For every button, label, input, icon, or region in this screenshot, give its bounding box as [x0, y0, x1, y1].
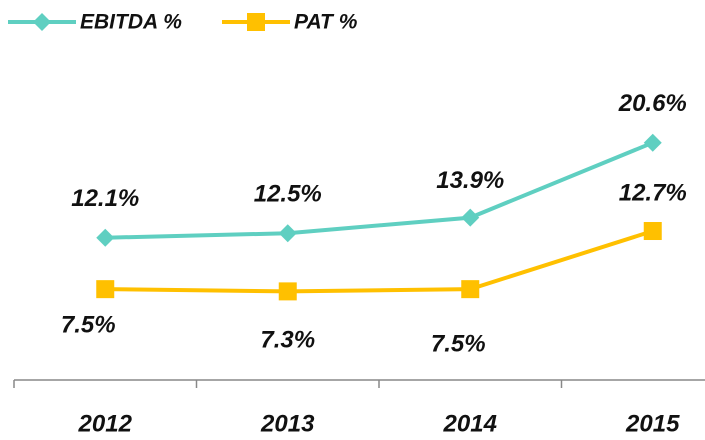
legend-label: PAT % — [294, 11, 358, 34]
data-label: 7.5% — [431, 330, 486, 357]
x-tick-label: 2015 — [625, 410, 680, 437]
marker — [278, 224, 297, 243]
marker — [643, 133, 662, 152]
marker — [461, 208, 480, 227]
line — [105, 229, 654, 294]
data-label: 7.3% — [260, 327, 315, 354]
marker — [278, 282, 297, 301]
data-label: 12.7% — [619, 179, 687, 206]
data-label: 12.1% — [71, 185, 139, 212]
line — [105, 140, 654, 240]
legend-label: EBITDA % — [80, 11, 182, 34]
data-label: 7.5% — [61, 311, 116, 338]
marker — [96, 228, 115, 247]
data-label: 12.5% — [254, 181, 322, 208]
data-label: 13.9% — [436, 167, 504, 194]
marker — [643, 222, 662, 241]
legend-marker — [247, 13, 265, 31]
x-tick-label: 2012 — [78, 410, 133, 437]
data-label: 20.6% — [618, 90, 687, 117]
legend-marker — [33, 13, 51, 31]
x-tick-label: 2014 — [443, 410, 497, 437]
marker — [96, 280, 115, 299]
marker — [461, 280, 480, 299]
x-tick-label: 2013 — [260, 410, 315, 437]
